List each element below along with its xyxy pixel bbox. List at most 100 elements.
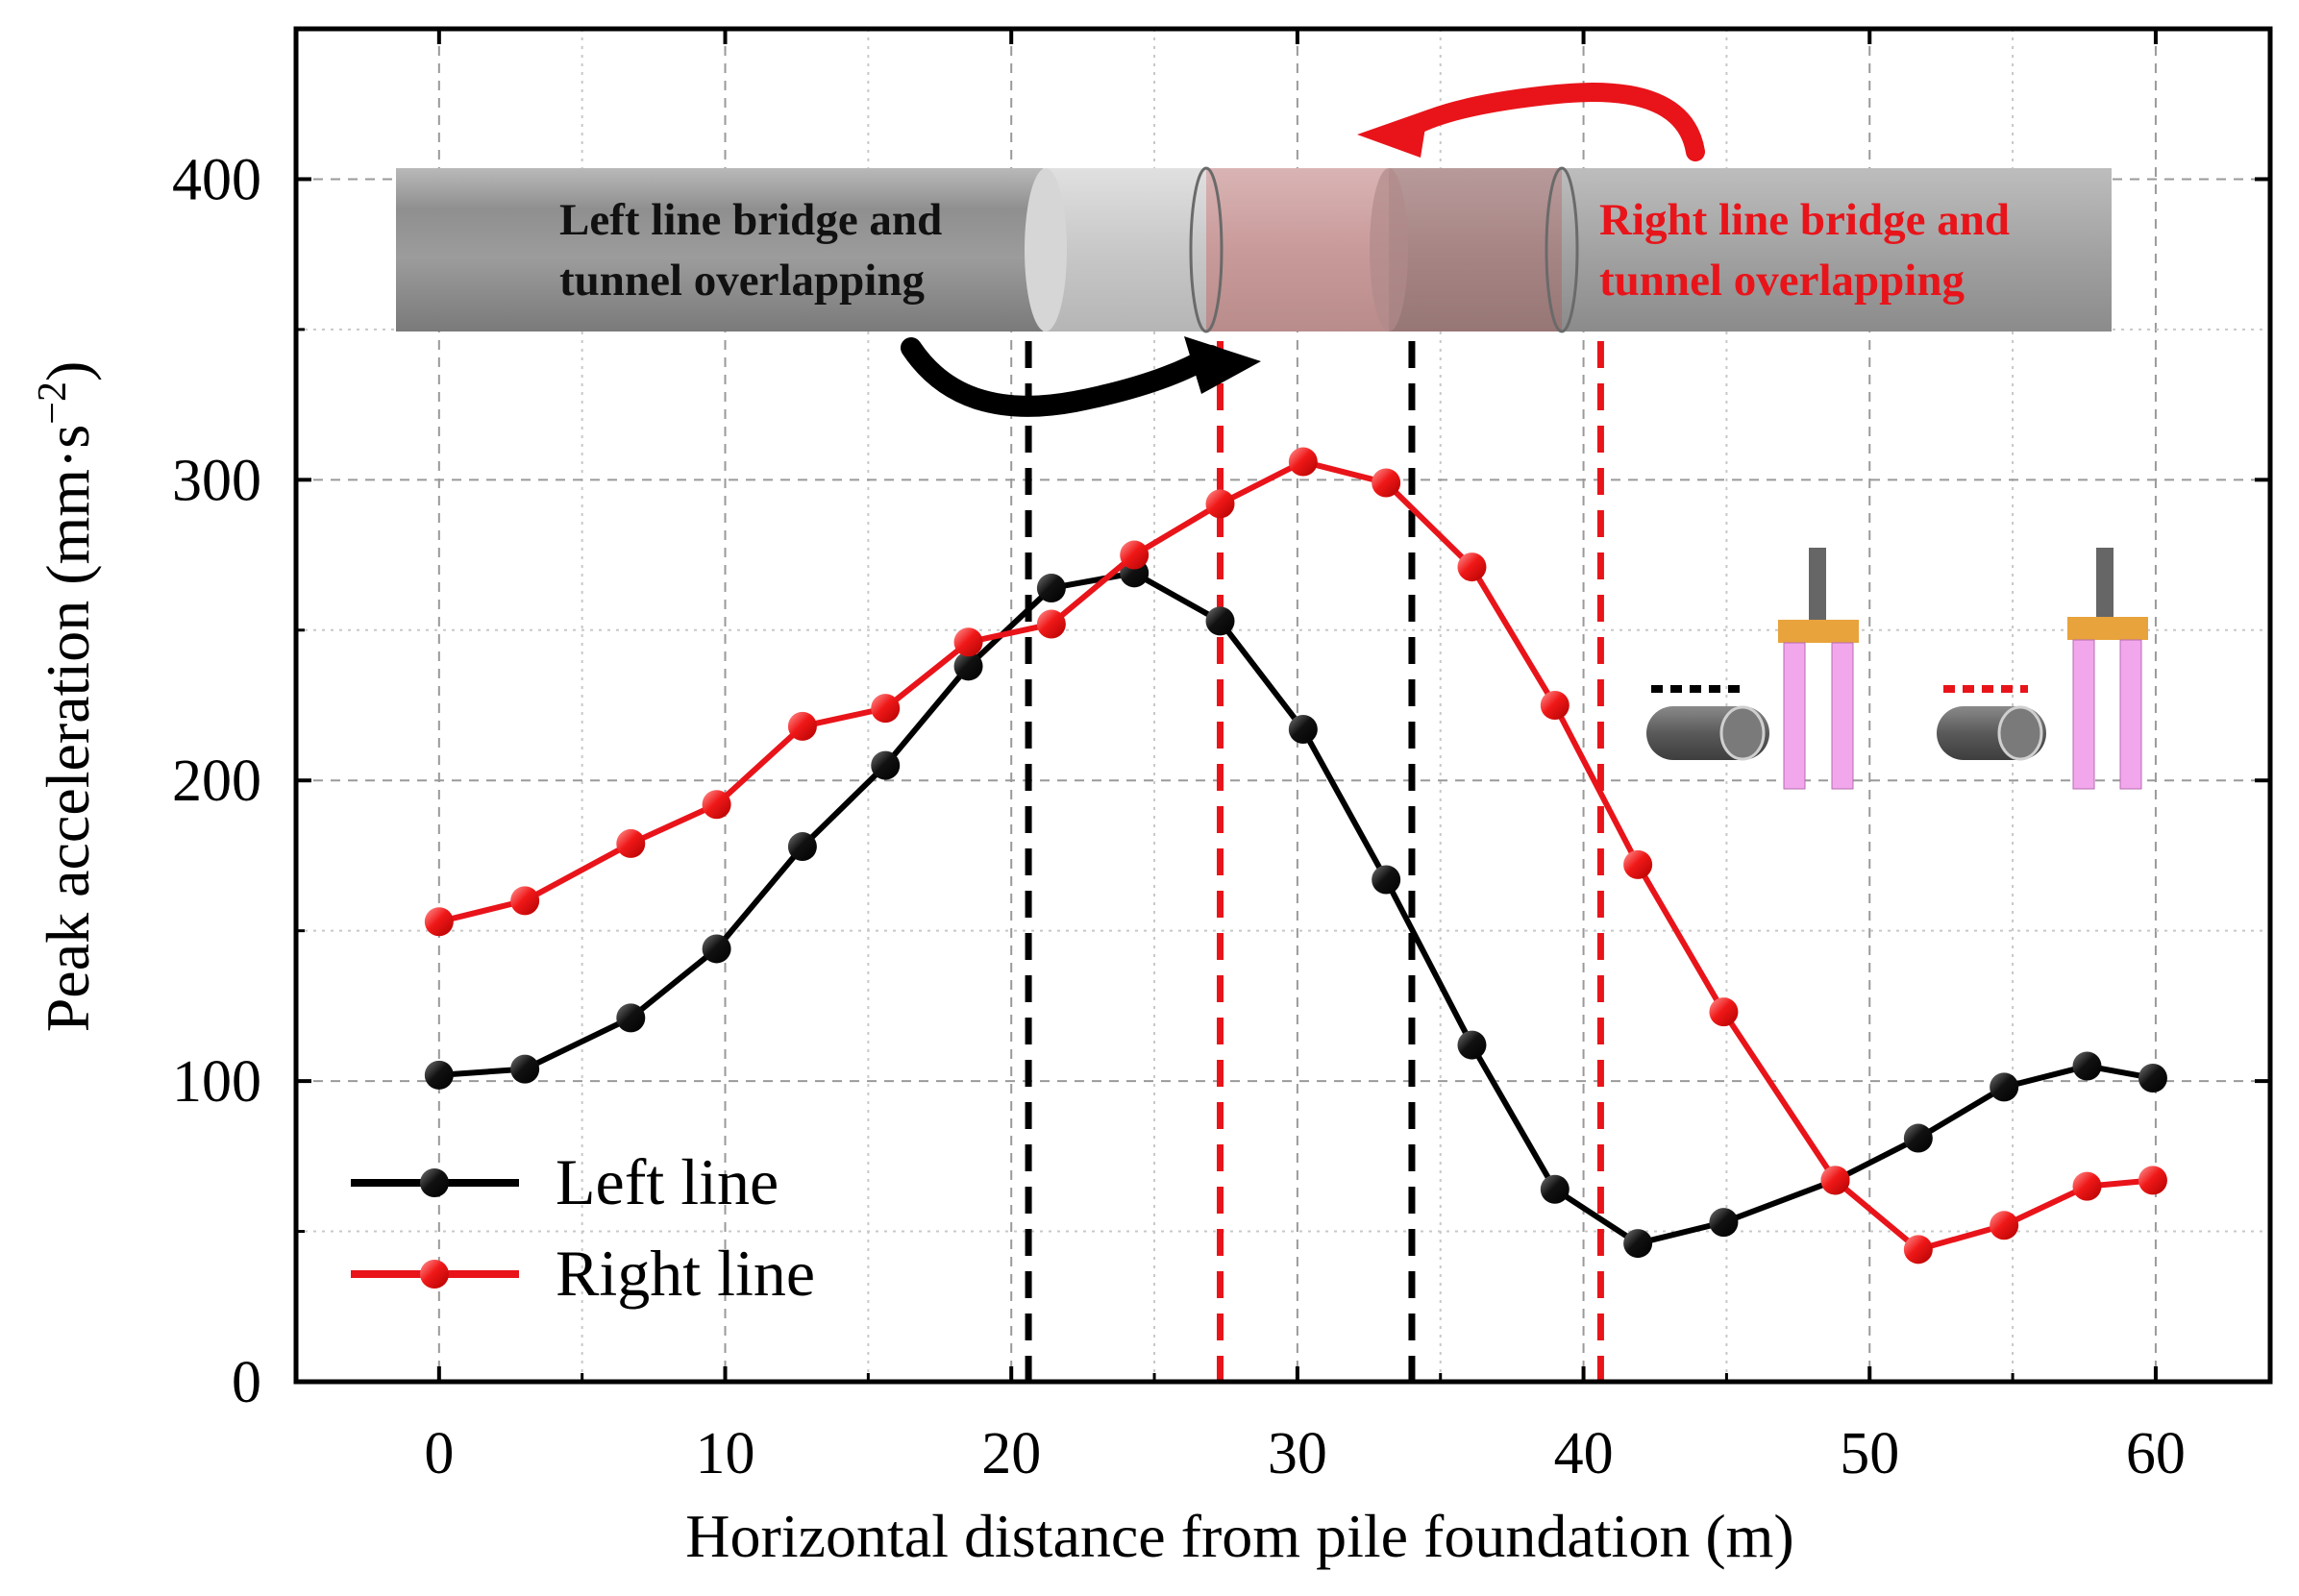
axes: 0 10 20 30 40 50 60 0 100 200 300 400 <box>172 26 2273 1486</box>
data-point-left <box>1540 1174 1570 1204</box>
data-point-left <box>1623 1229 1653 1259</box>
right-shift-arrowhead <box>1357 110 1428 158</box>
y-axis-title-main: Peak acceleration (mm·s <box>34 425 102 1033</box>
data-point-left <box>1205 606 1235 636</box>
x-tick-label: 60 <box>2126 1421 2186 1486</box>
tunnel-right-segment <box>1562 168 2112 331</box>
right-overlap-label-line1: Right line bridge and <box>1599 195 2010 245</box>
left-shift-arrow <box>901 337 1222 417</box>
legend: Left line Right line <box>351 1145 815 1310</box>
data-point-right <box>1457 552 1487 582</box>
left-case-pier-icon <box>1809 548 1826 620</box>
tunnel-ring <box>1189 166 1224 333</box>
tunnel-light-segment <box>1043 168 1206 331</box>
data-point-right <box>510 886 540 916</box>
x-tick-label: 20 <box>981 1421 1041 1486</box>
right-case-pile-icon <box>2119 639 2142 790</box>
legend-marker-right <box>420 1260 449 1289</box>
data-point-left <box>1288 715 1318 745</box>
data-point-right <box>424 907 454 937</box>
tunnel-darkpink-segment <box>1389 168 1562 331</box>
y-tick-label: 400 <box>172 147 261 212</box>
data-point-right <box>1623 849 1653 879</box>
left-case-pile-cap-icon <box>1778 620 1859 643</box>
data-point-right <box>1205 489 1235 519</box>
data-point-left <box>2072 1051 2102 1081</box>
data-point-left <box>1036 573 1066 602</box>
data-point-right <box>1036 609 1066 639</box>
data-point-left <box>2138 1063 2167 1093</box>
left-case-pile-icon <box>1783 642 1806 790</box>
data-point-left <box>1709 1208 1739 1238</box>
data-point-left <box>953 651 983 681</box>
data-point-left <box>616 1003 646 1033</box>
data-point-right <box>1903 1235 1933 1265</box>
y-tick-label: 100 <box>172 1049 261 1115</box>
right-case-pile-cap-icon <box>2067 617 2148 640</box>
left-case-tunnel-end <box>1719 705 1766 761</box>
inset-icons <box>1646 548 2148 790</box>
right-shift-arrow <box>1394 83 1705 161</box>
data-point-left <box>1903 1123 1933 1153</box>
data-point-right <box>871 694 901 724</box>
data-point-right <box>953 627 983 657</box>
data-point-right <box>702 790 731 820</box>
series-line-right <box>438 458 2154 1253</box>
right-case-pier-icon <box>2096 548 2114 617</box>
legend-label-right: Right line <box>556 1237 815 1310</box>
tunnel-ring <box>1025 168 1067 331</box>
data-point-right <box>1820 1166 1850 1195</box>
data-point-left <box>1372 865 1401 895</box>
tunnel-illustration: Left line bridge and tunnel overlapping … <box>396 83 2112 417</box>
legend-label-left: Left line <box>556 1145 779 1218</box>
legend-marker-left <box>420 1168 449 1197</box>
data-point-left <box>787 832 817 862</box>
right-overlap-label-line2: tunnel overlapping <box>1599 256 1965 306</box>
x-tick-label: 10 <box>696 1421 755 1486</box>
data-point-right <box>1120 540 1150 570</box>
tunnel-pink-segment <box>1206 168 1398 331</box>
tunnel-ring <box>1370 168 1408 331</box>
data-point-right <box>1372 468 1401 498</box>
left-case-pile-icon <box>1831 642 1854 790</box>
data-point-right <box>1288 447 1318 477</box>
data-point-left <box>1457 1030 1487 1060</box>
y-axis-title-close: ) <box>34 361 102 381</box>
left-shift-arrowhead <box>1184 336 1261 394</box>
plot-frame <box>293 26 2273 1385</box>
y-axis-title: Peak acceleration (mm·s−2) <box>31 361 102 1033</box>
data-point-right <box>1990 1211 2019 1240</box>
data-point-right <box>1709 997 1739 1027</box>
reference-lines <box>1025 341 1604 1382</box>
data-point-left <box>510 1054 540 1084</box>
data-point-right <box>2072 1171 2102 1201</box>
tunnel-left-segment <box>396 168 1050 331</box>
left-overlap-label-line2: tunnel overlapping <box>559 256 925 306</box>
data-point-left <box>424 1060 454 1090</box>
y-tick-label: 300 <box>172 448 261 513</box>
data-point-right <box>2138 1166 2167 1195</box>
right-case-icon <box>1937 548 2148 790</box>
x-tick-label: 30 <box>1268 1421 1327 1486</box>
x-tick-label: 50 <box>1840 1421 1899 1486</box>
x-axis-title: Horizontal distance from pile foundation… <box>685 1502 1793 1570</box>
right-case-pile-icon <box>2072 639 2095 790</box>
data-point-right <box>616 828 646 858</box>
y-tick-label: 200 <box>172 749 261 814</box>
x-tick-label: 0 <box>424 1421 454 1486</box>
data-point-right <box>1540 691 1570 720</box>
left-overlap-label-line1: Left line bridge and <box>559 195 942 245</box>
x-tick-label: 40 <box>1554 1421 1614 1486</box>
series <box>424 447 2167 1265</box>
data-point-left <box>702 934 731 964</box>
data-point-right <box>787 711 817 741</box>
right-case-tunnel-end <box>1997 705 2043 761</box>
y-axis-title-superscript: −2 <box>31 381 75 425</box>
data-point-left <box>1990 1072 2019 1102</box>
tunnel-ring <box>1545 166 1579 333</box>
y-tick-label: 0 <box>232 1350 261 1415</box>
data-point-left <box>871 750 901 780</box>
series-line-left <box>438 570 2154 1247</box>
